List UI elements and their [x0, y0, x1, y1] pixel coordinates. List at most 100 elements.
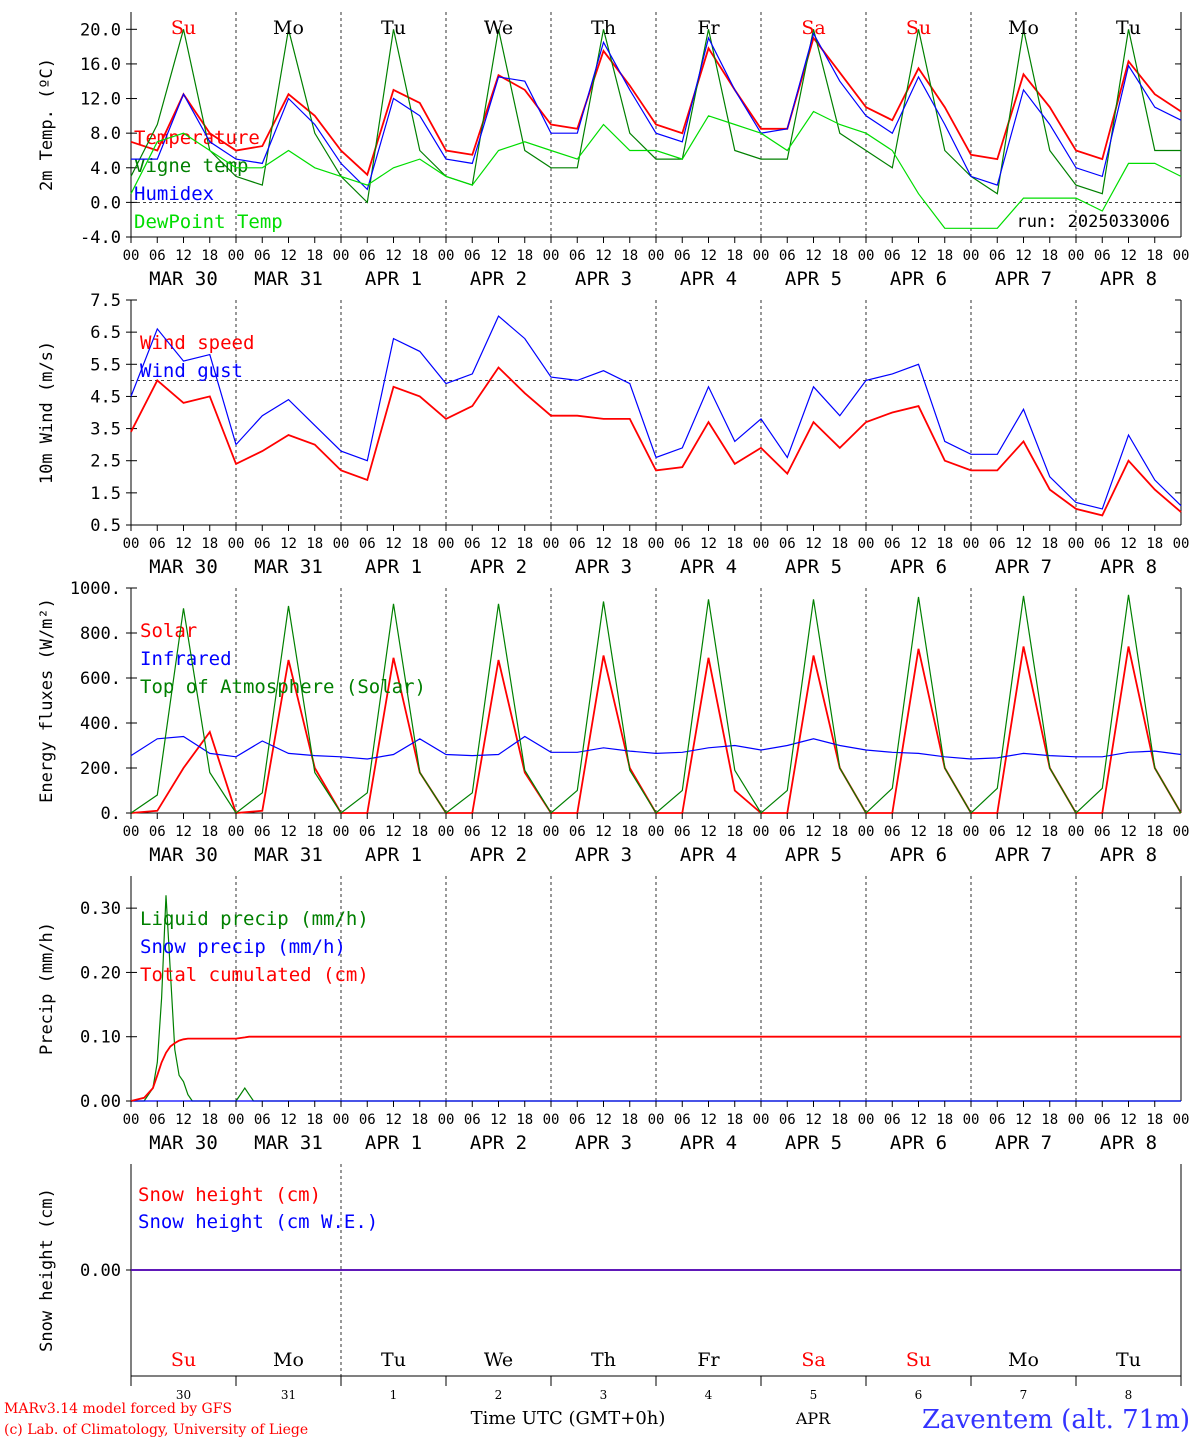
hour-tick-label: 12: [910, 536, 927, 552]
weekday-label: Su: [171, 1349, 196, 1371]
day-number-label: 30: [176, 1388, 191, 1402]
hour-tick-label: 18: [726, 248, 743, 264]
date-label: APR 6: [890, 844, 947, 866]
run-label: run: 2025033006: [1016, 212, 1170, 232]
date-label: MAR 31: [254, 844, 323, 866]
panel-4: 0.00 0.10 0.20 0.30 Precip (mm/h) Liquid prec…: [37, 876, 1189, 1154]
hour-tick-label: 12: [1015, 248, 1032, 264]
hour-tick-label: 00: [438, 536, 455, 552]
y-tick-label: 4.5: [90, 387, 121, 407]
hour-tick-label: 18: [1146, 536, 1163, 552]
hour-tick-label: 18: [621, 536, 638, 552]
series-line-2: [130, 29, 1181, 204]
hour-tick-label: 12: [1015, 536, 1032, 552]
date-label: APR 2: [470, 556, 527, 578]
hour-tick-label: 18: [411, 824, 428, 840]
weekday-label: Mo: [1008, 1349, 1039, 1371]
hour-tick-label: 00: [543, 824, 560, 840]
hour-tick-label: 06: [884, 248, 901, 264]
date-label: APR 2: [470, 268, 527, 290]
date-label: MAR 31: [254, 268, 323, 290]
y-axis-title: Energy fluxes (W/m²): [37, 598, 57, 803]
hour-tick-label: 06: [1094, 824, 1111, 840]
y-tick-label: 1.5: [90, 484, 121, 504]
date-label: APR 8: [1100, 556, 1157, 578]
hour-tick-label: 18: [1041, 536, 1058, 552]
hour-tick-label: 06: [569, 824, 586, 840]
date-label: APR 2: [470, 844, 527, 866]
day-number-label: 2: [495, 1388, 503, 1402]
hour-tick-label: 00: [753, 1112, 770, 1128]
hour-tick-label: 18: [621, 824, 638, 840]
date-label: APR 8: [1100, 1132, 1157, 1154]
date-label: MAR 30: [149, 556, 218, 578]
hour-tick-label: 18: [306, 824, 323, 840]
hour-tick-label: 00: [648, 1112, 665, 1128]
hour-tick-label: 12: [595, 1112, 612, 1128]
day-number-label: 31: [281, 1388, 296, 1402]
y-axis-title: 2m Temp. (ºC): [37, 58, 57, 191]
weekday-label: Mo: [1008, 17, 1039, 39]
hour-tick-label: 00: [1068, 1112, 1085, 1128]
y-tick-label: 16.0: [80, 55, 121, 75]
legend-entry: Solar: [140, 620, 197, 642]
hour-tick-label: 12: [595, 536, 612, 552]
y-tick-label: -4.0: [80, 228, 121, 248]
hour-tick-label: 18: [1041, 824, 1058, 840]
hour-tick-label: 06: [149, 536, 166, 552]
hour-tick-label: 06: [569, 248, 586, 264]
y-tick-label: 600.: [80, 669, 121, 689]
hour-tick-label: 00: [123, 248, 140, 264]
hour-tick-label: 18: [621, 1112, 638, 1128]
date-label: APR 3: [575, 1132, 632, 1154]
hour-tick-label: 12: [700, 248, 717, 264]
date-label: APR 6: [890, 556, 947, 578]
hour-tick-label: 12: [1015, 824, 1032, 840]
y-tick-label: 1000.: [70, 579, 121, 599]
hour-tick-label: 18: [936, 824, 953, 840]
weekday-label: Su: [906, 1349, 931, 1371]
date-label: APR 5: [785, 844, 842, 866]
y-tick-label: 6.5: [90, 323, 121, 343]
weekday-label: Su: [906, 17, 931, 39]
hour-tick-label: 00: [858, 248, 875, 264]
hour-tick-label: 18: [201, 536, 218, 552]
hour-tick-label: 12: [490, 1112, 507, 1128]
legend-entry: Humidex: [134, 183, 214, 205]
hour-tick-label: 12: [700, 1112, 717, 1128]
date-label: MAR 30: [149, 268, 218, 290]
hour-tick-label: 12: [595, 248, 612, 264]
hour-tick-label: 12: [385, 248, 402, 264]
hour-tick-label: 00: [1173, 248, 1190, 264]
date-label: APR 4: [680, 556, 737, 578]
hour-tick-label: 06: [779, 248, 796, 264]
hour-tick-label: 00: [228, 824, 245, 840]
hour-tick-label: 00: [438, 248, 455, 264]
day-number-label: 3: [600, 1388, 608, 1402]
hour-tick-label: 12: [280, 1112, 297, 1128]
hour-tick-label: 00: [753, 824, 770, 840]
date-label: APR 4: [680, 1132, 737, 1154]
y-tick-label: 4.0: [90, 159, 121, 179]
hour-tick-label: 18: [516, 824, 533, 840]
hour-tick-label: 12: [1015, 1112, 1032, 1128]
hour-tick-label: 00: [1068, 248, 1085, 264]
hour-tick-label: 18: [411, 248, 428, 264]
weekday-label: Tu: [381, 1349, 406, 1371]
hour-tick-label: 06: [464, 536, 481, 552]
date-label: APR 3: [575, 556, 632, 578]
hour-tick-label: 18: [1041, 248, 1058, 264]
hour-tick-label: 00: [1173, 824, 1190, 840]
hour-tick-label: 12: [700, 824, 717, 840]
y-tick-label: 5.5: [90, 355, 121, 375]
hour-tick-label: 12: [595, 824, 612, 840]
day-number-label: 1: [390, 1388, 398, 1402]
hour-tick-label: 18: [831, 536, 848, 552]
hour-tick-label: 06: [569, 1112, 586, 1128]
hour-tick-label: 06: [149, 248, 166, 264]
hour-tick-label: 06: [779, 536, 796, 552]
y-tick-label: 0.: [101, 804, 121, 824]
y-axis-title: Snow height (cm): [37, 1188, 57, 1352]
hour-tick-label: 00: [333, 824, 350, 840]
date-label: APR 4: [680, 844, 737, 866]
